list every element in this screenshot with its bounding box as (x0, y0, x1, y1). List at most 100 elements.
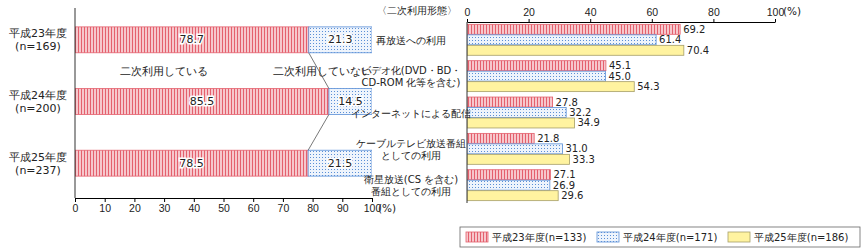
bar (467, 118, 574, 128)
tick: 30 (159, 198, 171, 214)
tick: 70 (278, 198, 290, 214)
tick-mark (652, 19, 653, 22)
tick: 10 (99, 198, 111, 214)
tick: 20 (129, 198, 141, 214)
y-axis-line (467, 22, 468, 203)
legend-swatch (597, 232, 619, 242)
bar-segment (308, 150, 372, 176)
tick-mark (75, 198, 76, 202)
category-label: 平成25年度(n=237) (9, 150, 67, 176)
data-label: 61.4 (659, 34, 681, 45)
bar (467, 170, 550, 180)
bar (467, 97, 553, 107)
data-label: 31.0 (565, 143, 587, 154)
tick: 0 (465, 6, 471, 22)
tick-mark (372, 198, 373, 202)
tick: 50 (218, 198, 230, 214)
axis-title: (%) (378, 202, 396, 214)
bar (467, 24, 680, 34)
data-label: 78.5 (179, 157, 204, 170)
tick: 100 (767, 6, 785, 22)
category-label: ビデオ化(DVD・BD・CD-ROM 化等を含む) (361, 65, 462, 88)
axis-line (468, 22, 776, 23)
category-label: インターネットによる配信 (351, 107, 471, 118)
tick-label: 40 (188, 202, 200, 214)
legend-label: 平成25年度(n=186) (754, 232, 848, 243)
tick-label: 70 (278, 202, 290, 214)
bar (467, 154, 570, 164)
legend: 二次利用している 二次利用していない (120, 65, 372, 77)
tick-label: 0 (73, 202, 79, 214)
bar (467, 191, 558, 201)
data-label: 21.8 (537, 133, 559, 144)
tick-mark (713, 19, 714, 22)
tick: 60 (248, 198, 260, 214)
y-axis-line (75, 8, 76, 198)
data-label: 54.3 (637, 81, 659, 92)
legend-swatch (728, 232, 750, 242)
labels: 69.245.127.821.827.161.445.032.231.026.9… (351, 24, 709, 201)
legend-label: 二次利用している (120, 65, 208, 77)
tick: 80 (708, 6, 720, 22)
data-label: 32.2 (569, 107, 591, 118)
data-label: 21.3 (328, 33, 353, 46)
data-label: 69.2 (683, 24, 705, 35)
x-axis: 0 20 40 60 80 100 (465, 6, 785, 23)
tick-label: 90 (337, 202, 349, 214)
tick: 60 (646, 6, 658, 22)
tick-mark (253, 198, 254, 202)
tick-mark (105, 198, 106, 202)
tick: 0 (73, 198, 79, 214)
tick-label: 20 (523, 6, 535, 18)
bar (467, 71, 606, 81)
chart: 69.245.127.821.827.161.445.032.231.026.9… (351, 5, 860, 247)
tick: 80 (307, 198, 319, 214)
category-label: ケーブルテレビ放送番組としての利用 (356, 137, 466, 160)
tick-label: 60 (646, 6, 658, 18)
data-label: 78.7 (180, 33, 205, 46)
bar-segment (75, 150, 308, 176)
x-axis: 0102030405060708090100 (73, 198, 382, 214)
chart-title: 〈二次利用形態〉 (377, 5, 457, 16)
legend-swatch (466, 232, 488, 242)
plot-area (467, 24, 684, 200)
data-label: 34.9 (577, 117, 599, 128)
data-label: 27.1 (553, 169, 575, 180)
bar (467, 35, 656, 45)
category-label: 平成24年度(n=200) (9, 89, 67, 115)
bar (467, 82, 634, 92)
bar-segment (75, 27, 309, 53)
tick-label: 40 (585, 6, 597, 18)
bar-segment (75, 89, 329, 115)
bar (467, 45, 684, 55)
axis-title: (%) (783, 5, 801, 17)
bar (467, 108, 566, 118)
tick-mark (342, 198, 343, 202)
bar (467, 133, 534, 143)
data-label: 26.9 (553, 180, 575, 191)
tick-label: 80 (708, 6, 720, 18)
tick: 40 (188, 198, 200, 214)
data-label: 85.5 (190, 95, 215, 108)
tick-label: 50 (218, 202, 230, 214)
tick: 20 (523, 6, 535, 22)
data-label: 45.0 (609, 71, 631, 82)
data-label: 33.3 (573, 154, 595, 165)
tick-label: 30 (159, 202, 171, 214)
tick-label: 10 (99, 202, 111, 214)
tick-mark (529, 19, 530, 22)
category-label: 衛星放送(CS を含む)番組としての利用 (364, 174, 458, 197)
tick-label: 80 (307, 202, 319, 214)
tick-label: 60 (248, 202, 260, 214)
legend: 平成23年度(n=133)平成24年度(n=171)平成25年度(n=186) (460, 227, 860, 247)
tick-mark (134, 198, 135, 202)
legend-label: 二次利用していない (273, 65, 372, 77)
tick: 90 (337, 198, 349, 214)
bar-segment (309, 27, 372, 53)
tick-mark (164, 198, 165, 202)
bar (467, 180, 550, 190)
tick-mark (194, 198, 195, 202)
legend-box (460, 227, 860, 247)
figure: 78.785.578.521.314.521.5平成23年度(n=169)平成2… (0, 0, 867, 251)
tick-mark (313, 198, 314, 202)
